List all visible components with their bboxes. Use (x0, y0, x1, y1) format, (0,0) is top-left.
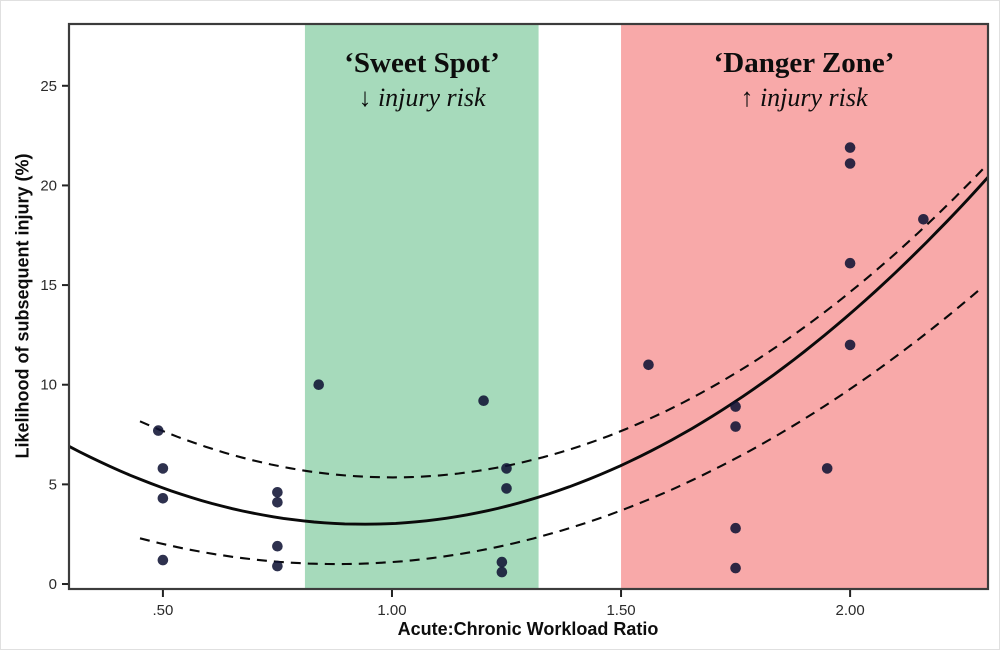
y-axis-title: Likelihood of subsequent injury (%) (12, 153, 33, 459)
data-point (730, 522, 741, 534)
x-tick-label: 1.00 (377, 602, 406, 619)
plot-frame (67, 22, 990, 591)
data-point (496, 556, 508, 568)
sweet-spot-band (304, 24, 539, 589)
data-point (643, 359, 654, 371)
danger-zone-band (621, 24, 988, 589)
x-tick-label: 1.50 (606, 602, 635, 619)
ci-upper-curve (139, 168, 984, 479)
data-point (157, 554, 169, 566)
x-axis-title: Acute:Chronic Workload Ratio (397, 619, 659, 639)
x-tick-label: .50 (152, 602, 173, 619)
data-point (153, 425, 164, 436)
trend-curve (68, 176, 990, 526)
data-point (157, 493, 169, 504)
y-tick-label: 20 (40, 177, 57, 194)
data-point (313, 379, 325, 391)
data-point (272, 487, 283, 498)
data-point (501, 483, 512, 494)
data-point (501, 463, 512, 474)
y-tick-label: 25 (40, 78, 57, 95)
data-point (272, 560, 283, 572)
y-tick-label: 10 (40, 377, 57, 394)
data-point (844, 158, 856, 169)
x-tick-label: 2.00 (836, 602, 865, 619)
data-point (730, 562, 741, 574)
data-point (844, 257, 856, 269)
data-point (821, 463, 833, 474)
y-tick-label: 0 (49, 576, 57, 593)
data-point (844, 339, 856, 351)
data-point (157, 463, 169, 474)
data-point (272, 540, 283, 552)
data-point (496, 566, 508, 578)
y-tick-label: 5 (49, 476, 57, 493)
data-point (730, 421, 741, 432)
data-point (844, 142, 856, 153)
y-tick-label: 15 (40, 277, 57, 294)
data-point (918, 214, 929, 225)
data-point (730, 401, 741, 412)
data-point (272, 497, 283, 508)
data-point (478, 395, 489, 407)
